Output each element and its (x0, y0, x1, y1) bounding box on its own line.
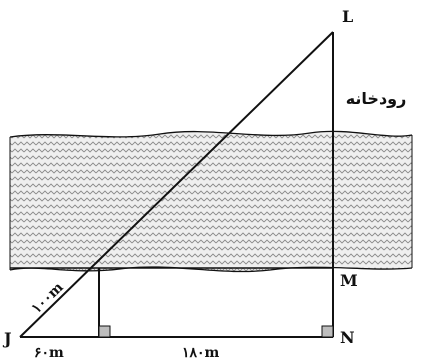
river-top-bank (9, 130, 413, 138)
label-J: J (2, 329, 12, 348)
river-label: رودخانه (346, 89, 407, 108)
river-bottom-bank (9, 266, 413, 273)
label-L: L (342, 7, 353, 26)
measure-kn: ۱۸۰m (182, 345, 220, 361)
measure-jk: ۶۰m (34, 345, 64, 361)
label-M: M (340, 271, 358, 290)
right-angle-marker-k (98, 325, 111, 338)
segment-JL (19, 31, 334, 338)
label-N: N (340, 328, 355, 347)
river-region (9, 130, 413, 273)
right-angle-marker-n (321, 325, 334, 338)
